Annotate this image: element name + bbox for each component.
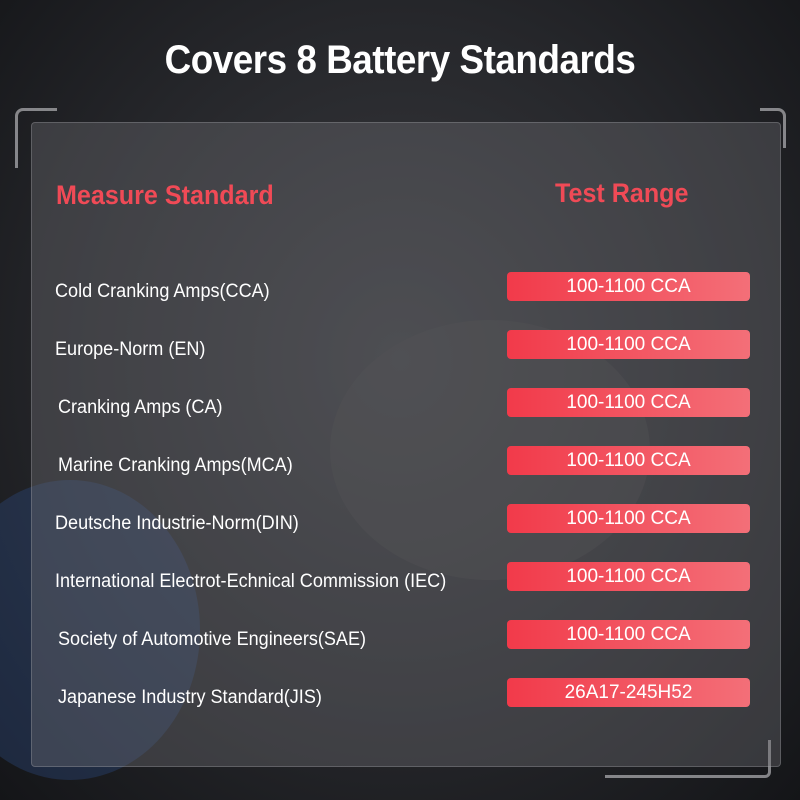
standard-label: Deutsche Industrie-Norm(DIN): [55, 513, 299, 534]
standard-label: Society of Automotive Engineers(SAE): [58, 629, 367, 650]
standard-label: International Electrot-Echnical Commissi…: [55, 571, 447, 592]
frame-corner: [15, 108, 57, 168]
measure-standard-header: Measure Standard: [56, 180, 274, 210]
test-range-badge: 100-1100 CCA: [507, 272, 750, 301]
test-range-header: Test Range: [555, 178, 689, 208]
standard-label: Japanese Industry Standard(JIS): [58, 687, 322, 708]
page-title: Covers 8 Battery Standards: [164, 38, 636, 82]
standard-label: Cold Cranking Amps(CCA): [55, 281, 270, 302]
standard-label: Marine Cranking Amps(MCA): [58, 455, 293, 476]
test-range-badge: 100-1100 CCA: [507, 446, 750, 475]
standard-label: Cranking Amps (CA): [58, 397, 223, 418]
standards-panel: [31, 122, 781, 767]
frame-corner: [760, 108, 786, 148]
test-range-badge: 26A17-245H52: [507, 678, 750, 707]
frame-corner: [605, 740, 771, 778]
background-photo: [0, 480, 200, 780]
test-range-badge: 100-1100 CCA: [507, 388, 750, 417]
test-range-badge: 100-1100 CCA: [507, 330, 750, 359]
standard-label: Europe-Norm (EN): [55, 339, 206, 360]
test-range-badge: 100-1100 CCA: [507, 562, 750, 591]
test-range-badge: 100-1100 CCA: [507, 504, 750, 533]
test-range-badge: 100-1100 CCA: [507, 620, 750, 649]
